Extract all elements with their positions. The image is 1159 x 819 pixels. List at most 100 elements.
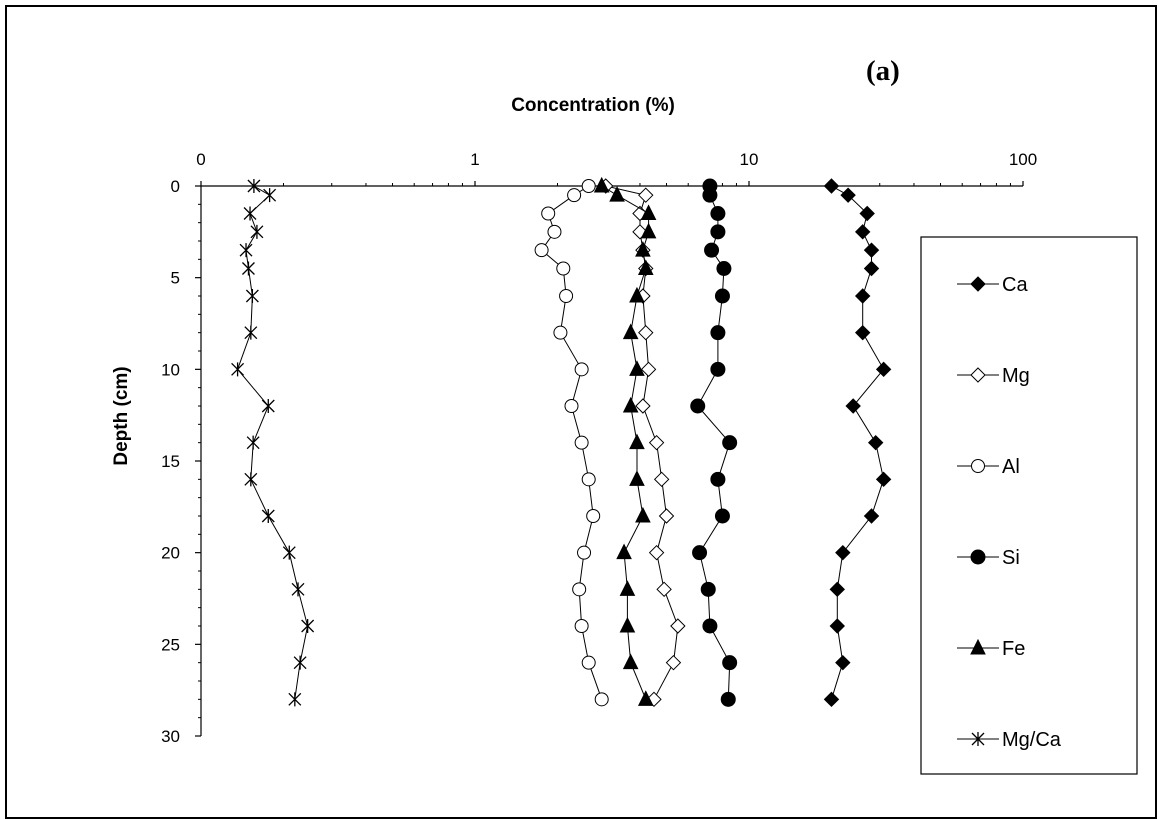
series-line-mg bbox=[605, 185, 679, 700]
legend-item-si: Si bbox=[957, 547, 1020, 569]
data-point-mg-ca bbox=[241, 261, 255, 276]
data-point-si bbox=[704, 242, 720, 258]
data-point-al bbox=[564, 399, 579, 413]
legend-label: Si bbox=[1002, 547, 1020, 569]
data-point-mg-ca bbox=[239, 243, 253, 258]
data-point-mg bbox=[656, 581, 672, 598]
data-point-fe bbox=[635, 241, 651, 257]
panel-label: (a) bbox=[866, 55, 900, 87]
series-ca bbox=[823, 178, 892, 708]
data-point-ca bbox=[875, 471, 892, 488]
data-point-mg bbox=[658, 508, 675, 524]
data-point-al bbox=[581, 472, 596, 487]
data-point-al bbox=[541, 206, 556, 221]
y-tick-label: 15 bbox=[161, 452, 180, 471]
x-tick-label: 1 bbox=[470, 150, 479, 169]
data-point-ca bbox=[835, 654, 851, 671]
data-point-al bbox=[574, 362, 589, 377]
data-point-fe bbox=[640, 222, 657, 239]
data-point-mg bbox=[665, 654, 682, 671]
data-point-mg-ca bbox=[293, 655, 307, 670]
y-tick-label: 30 bbox=[161, 727, 180, 746]
legend: Ca Mg Al Si Fe Mg/Ca bbox=[920, 236, 1138, 775]
legend-label: Al bbox=[1002, 456, 1020, 478]
data-point-mg bbox=[635, 398, 651, 414]
x-axis-title: Concentration (%) bbox=[511, 95, 675, 116]
series-line-al bbox=[540, 185, 603, 700]
data-point-si bbox=[700, 581, 716, 597]
series-mg-ca bbox=[231, 179, 315, 707]
data-point-fe bbox=[619, 616, 636, 633]
data-point-si bbox=[714, 508, 730, 524]
data-point-mg-ca bbox=[301, 619, 315, 633]
y-tick-label: 10 bbox=[161, 360, 180, 379]
legend-label: Mg bbox=[1002, 365, 1030, 387]
data-point-mg-ca bbox=[288, 692, 302, 707]
data-point-ca bbox=[854, 288, 871, 304]
data-point-al bbox=[594, 692, 609, 707]
legend-marker-mg bbox=[970, 367, 986, 383]
data-point-si bbox=[702, 187, 718, 203]
data-point-si bbox=[702, 618, 718, 634]
data-point-ca bbox=[863, 242, 880, 258]
data-point-ca bbox=[829, 618, 845, 634]
data-point-mg-ca bbox=[244, 325, 258, 340]
data-point-mg-ca bbox=[250, 224, 264, 239]
data-point-ca bbox=[823, 691, 840, 708]
data-point-fe bbox=[622, 396, 639, 413]
data-point-si bbox=[690, 398, 706, 414]
legend-label: Fe bbox=[1002, 638, 1025, 660]
legend-marker-mg-ca bbox=[971, 732, 985, 746]
data-point-si bbox=[722, 435, 738, 451]
data-point-si bbox=[710, 361, 726, 377]
data-point-mg-ca bbox=[244, 472, 258, 487]
legend-marker-fe bbox=[970, 638, 986, 655]
data-point-si bbox=[710, 325, 726, 341]
legend-label: Mg/Ca bbox=[1002, 729, 1062, 751]
data-point-fe bbox=[629, 433, 645, 450]
data-point-al bbox=[577, 545, 592, 560]
data-point-mg bbox=[653, 471, 670, 488]
data-point-mg-ca bbox=[247, 179, 261, 193]
data-point-ca bbox=[863, 508, 880, 524]
data-point-ca bbox=[829, 581, 845, 598]
data-point-mg bbox=[638, 187, 654, 203]
data-point-ca bbox=[854, 224, 871, 240]
data-point-al bbox=[567, 188, 582, 203]
data-point-si bbox=[692, 545, 708, 561]
series-si bbox=[690, 178, 738, 707]
data-point-mg-ca bbox=[263, 188, 277, 203]
legend-item-fe: Fe bbox=[957, 638, 1025, 660]
data-point-ca bbox=[859, 205, 875, 222]
series-al bbox=[534, 179, 609, 707]
data-point-si bbox=[710, 224, 726, 240]
legend-label: Ca bbox=[1002, 274, 1028, 296]
data-point-mg bbox=[648, 434, 665, 451]
data-point-fe bbox=[593, 176, 610, 193]
legend-box bbox=[920, 236, 1138, 775]
data-point-mg-ca bbox=[291, 582, 305, 597]
data-point-fe bbox=[640, 204, 657, 220]
data-point-al bbox=[556, 261, 571, 276]
data-point-si bbox=[714, 288, 730, 304]
data-point-al bbox=[534, 243, 549, 258]
legend-item-mg: Mg bbox=[957, 365, 1030, 387]
data-point-si bbox=[720, 691, 736, 707]
legend-item-al: Al bbox=[957, 456, 1020, 478]
data-point-fe bbox=[609, 186, 625, 202]
series-line-mg-ca bbox=[237, 185, 309, 700]
y-axis-title: Depth (cm) bbox=[111, 366, 132, 465]
data-point-fe bbox=[619, 580, 636, 596]
data-point-ca bbox=[840, 187, 856, 203]
data-point-fe bbox=[622, 323, 639, 340]
legend-item-ca: Ca bbox=[957, 274, 1028, 296]
data-point-fe bbox=[629, 470, 645, 486]
data-point-ca bbox=[863, 260, 880, 277]
data-point-al bbox=[547, 224, 562, 239]
data-point-fe bbox=[629, 360, 645, 376]
data-point-ca bbox=[823, 178, 840, 194]
data-point-ca bbox=[875, 361, 892, 378]
data-point-mg-ca bbox=[243, 206, 257, 221]
data-point-ca bbox=[845, 398, 861, 414]
